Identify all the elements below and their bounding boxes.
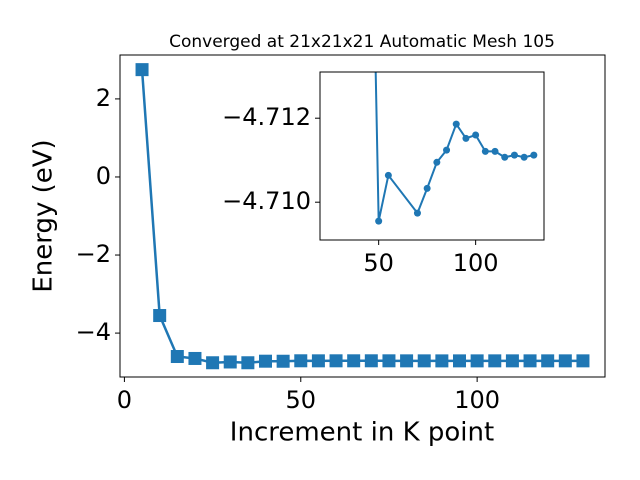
- line: [374, 72, 535, 222]
- y-axis-label: Energy (eV): [29, 139, 59, 292]
- y-tick-label: 2: [96, 84, 111, 112]
- marker: [347, 354, 361, 368]
- x-tick-label: 100: [454, 386, 500, 414]
- axes-frame: [119, 54, 606, 378]
- marker: [472, 131, 480, 139]
- chart-title: Converged at 21x21x21 Automatic Mesh 105: [169, 32, 555, 52]
- marker: [259, 354, 272, 368]
- marker: [443, 146, 451, 154]
- marker: [520, 153, 528, 161]
- y-tick-label: −2: [76, 240, 111, 268]
- marker: [481, 147, 489, 155]
- marker: [294, 354, 308, 368]
- axes-frame: [319, 71, 545, 241]
- marker: [188, 351, 202, 365]
- marker: [462, 134, 470, 142]
- marker: [501, 153, 509, 161]
- marker: [558, 354, 572, 368]
- marker: [452, 120, 460, 128]
- marker: [505, 354, 519, 368]
- marker: [576, 354, 590, 368]
- marker: [329, 354, 343, 368]
- plot-area: [374, 72, 538, 225]
- marker: [223, 355, 237, 369]
- plot-area: [135, 63, 590, 370]
- y-tick-label: −4.712: [222, 103, 311, 131]
- marker: [170, 350, 184, 364]
- marker: [382, 354, 396, 368]
- x-axis-label: Increment in K point: [230, 418, 494, 448]
- marker: [510, 151, 518, 159]
- marker: [364, 354, 378, 368]
- marker: [523, 354, 537, 368]
- marker: [276, 354, 290, 368]
- marker: [206, 356, 220, 370]
- y-tick-label: −4: [76, 318, 111, 346]
- marker: [488, 354, 502, 368]
- marker: [453, 354, 466, 368]
- marker: [470, 354, 484, 368]
- marker: [541, 354, 555, 368]
- marker: [435, 354, 449, 368]
- x-tick-label: 0: [117, 386, 132, 414]
- marker: [311, 354, 325, 368]
- marker: [417, 354, 431, 368]
- marker: [400, 354, 414, 368]
- x-tick-label: 50: [363, 249, 394, 277]
- x-tick-label: 100: [453, 249, 499, 277]
- marker: [491, 147, 499, 155]
- marker: [433, 158, 441, 166]
- marker: [530, 151, 538, 159]
- marker: [384, 171, 392, 179]
- y-tick-label: 0: [96, 162, 111, 190]
- marker: [153, 309, 167, 323]
- marker: [413, 209, 421, 217]
- marker: [423, 184, 431, 192]
- marker: [241, 356, 255, 370]
- y-tick-label: −4.710: [222, 187, 311, 215]
- marker: [135, 63, 149, 77]
- x-tick-label: 50: [285, 386, 316, 414]
- marker: [375, 217, 383, 225]
